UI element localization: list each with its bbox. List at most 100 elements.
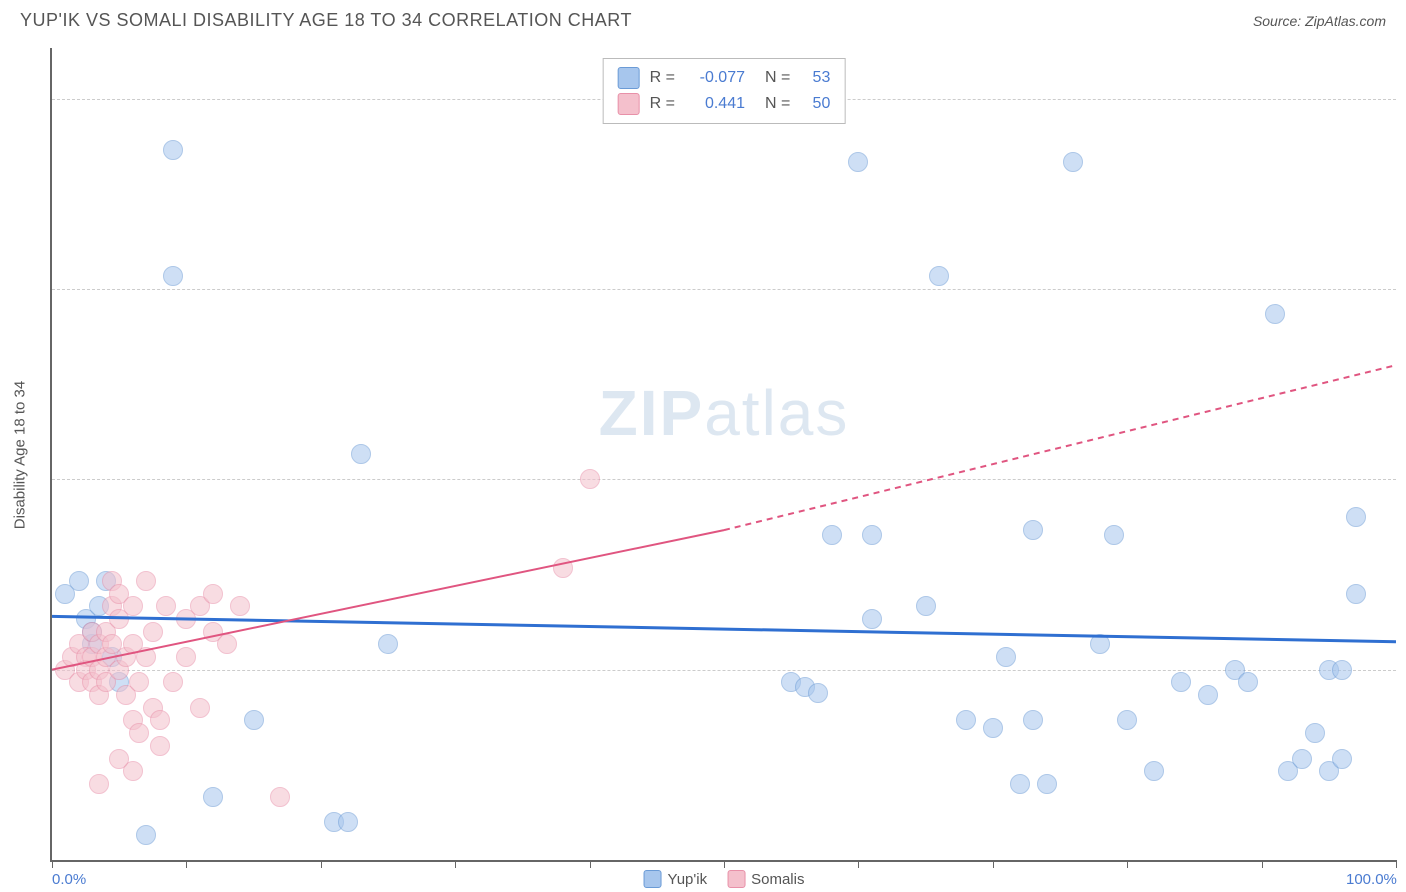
data-point	[1144, 761, 1164, 781]
data-point	[553, 558, 573, 578]
regression-lines	[52, 48, 1396, 860]
data-point	[190, 698, 210, 718]
data-point	[203, 787, 223, 807]
n-value: 50	[800, 95, 830, 113]
data-point	[956, 710, 976, 730]
n-label: N =	[765, 95, 790, 113]
data-point	[1292, 749, 1312, 769]
data-point	[1332, 660, 1352, 680]
data-point	[1265, 304, 1285, 324]
r-value: 0.441	[685, 95, 745, 113]
legend-swatch	[727, 870, 745, 888]
x-tick	[724, 860, 725, 868]
chart-header: YUP'IK VS SOMALI DISABILITY AGE 18 TO 34…	[0, 0, 1406, 37]
data-point	[1023, 520, 1043, 540]
x-tick	[1396, 860, 1397, 868]
x-tick	[1262, 860, 1263, 868]
y-axis-label: Disability Age 18 to 34	[12, 381, 29, 529]
data-point	[136, 647, 156, 667]
data-point	[1346, 507, 1366, 527]
x-tick-label: 100.0%	[1346, 871, 1397, 888]
data-point	[916, 596, 936, 616]
x-tick-label: 0.0%	[52, 871, 86, 888]
data-point	[244, 710, 264, 730]
data-point	[1332, 749, 1352, 769]
data-point	[176, 647, 196, 667]
data-point	[808, 683, 828, 703]
data-point	[136, 825, 156, 845]
data-point	[929, 266, 949, 286]
x-tick	[186, 860, 187, 868]
gridline	[52, 670, 1396, 671]
data-point	[163, 140, 183, 160]
data-point	[580, 469, 600, 489]
r-value: -0.077	[685, 69, 745, 87]
data-point	[109, 749, 129, 769]
data-point	[1305, 723, 1325, 743]
data-point	[862, 525, 882, 545]
x-tick	[858, 860, 859, 868]
data-point	[203, 584, 223, 604]
n-label: N =	[765, 69, 790, 87]
data-point	[129, 672, 149, 692]
x-tick	[1127, 860, 1128, 868]
data-point	[69, 571, 89, 591]
legend-stat-row: R = -0.077 N = 53	[618, 65, 831, 91]
data-point	[822, 525, 842, 545]
r-label: R =	[650, 69, 675, 87]
data-point	[996, 647, 1016, 667]
legend-stat-row: R = 0.441 N = 50	[618, 91, 831, 117]
data-point	[129, 723, 149, 743]
data-point	[1171, 672, 1191, 692]
data-point	[156, 596, 176, 616]
watermark: ZIPatlas	[599, 376, 850, 450]
legend-label: Somalis	[751, 871, 804, 888]
data-point	[163, 672, 183, 692]
data-point	[217, 634, 237, 654]
data-point	[136, 571, 156, 591]
data-point	[848, 152, 868, 172]
r-label: R =	[650, 95, 675, 113]
data-point	[1346, 584, 1366, 604]
data-point	[150, 736, 170, 756]
data-point	[1198, 685, 1218, 705]
n-value: 53	[800, 69, 830, 87]
data-point	[351, 444, 371, 464]
data-point	[1117, 710, 1137, 730]
data-point	[378, 634, 398, 654]
gridline	[52, 479, 1396, 480]
data-point	[1090, 634, 1110, 654]
legend-swatch	[618, 93, 640, 115]
gridline	[52, 289, 1396, 290]
data-point	[1010, 774, 1030, 794]
data-point	[1037, 774, 1057, 794]
data-point	[143, 622, 163, 642]
x-tick	[52, 860, 53, 868]
data-point	[1023, 710, 1043, 730]
chart-area: Disability Age 18 to 34 ZIPatlas R =-0.0…	[50, 48, 1396, 862]
data-point	[1104, 525, 1124, 545]
data-point	[862, 609, 882, 629]
legend-swatch	[618, 67, 640, 89]
data-point	[1063, 152, 1083, 172]
chart-title: YUP'IK VS SOMALI DISABILITY AGE 18 TO 34…	[20, 10, 632, 31]
data-point	[1238, 672, 1258, 692]
x-tick	[993, 860, 994, 868]
x-tick	[590, 860, 591, 868]
legend-item: Yup'ik	[644, 870, 708, 888]
stats-legend: R = -0.077 N = 53 R = 0.441 N = 50	[603, 58, 846, 124]
legend-swatch	[644, 870, 662, 888]
data-point	[338, 812, 358, 832]
data-point	[270, 787, 290, 807]
plot-area: ZIPatlas R =-0.077N =53R =0.441N =50 Yup…	[50, 48, 1396, 862]
data-point	[983, 718, 1003, 738]
data-point	[89, 774, 109, 794]
x-tick	[321, 860, 322, 868]
x-tick	[455, 860, 456, 868]
legend-label: Yup'ik	[668, 871, 708, 888]
legend-item: Somalis	[727, 870, 804, 888]
source-attribution: Source: ZipAtlas.com	[1253, 13, 1386, 29]
data-point	[150, 710, 170, 730]
data-point	[123, 596, 143, 616]
data-point	[163, 266, 183, 286]
